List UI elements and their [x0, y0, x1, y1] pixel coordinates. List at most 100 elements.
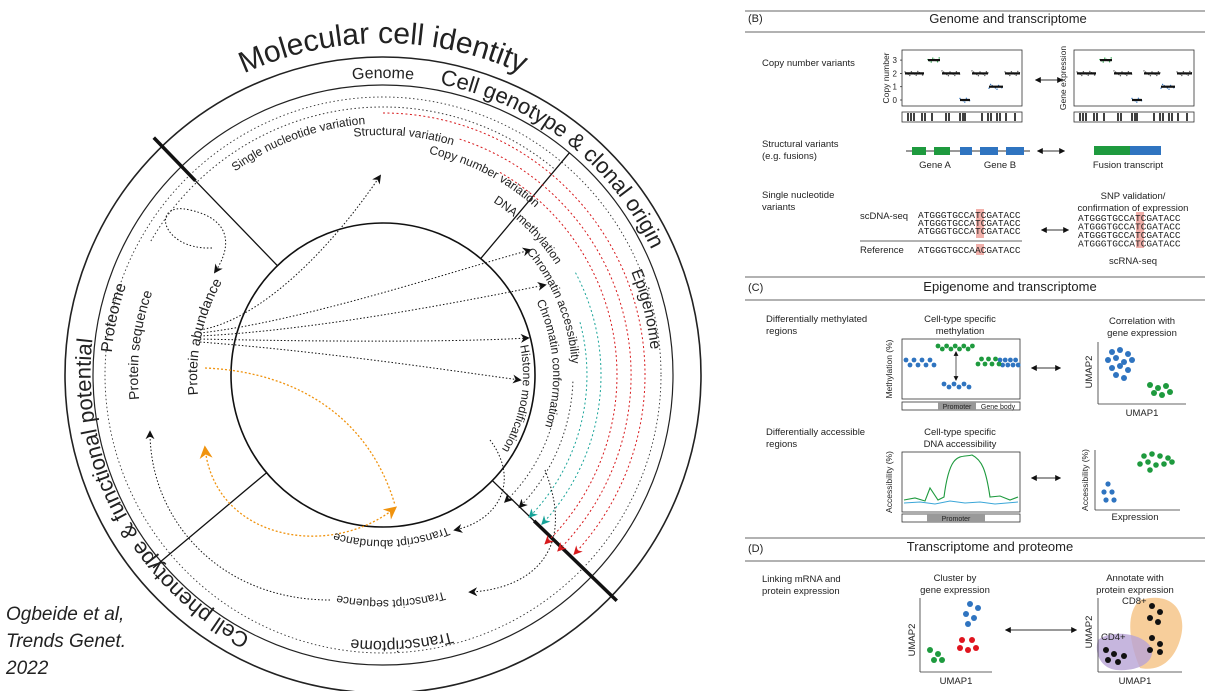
- shape: [960, 147, 972, 155]
- divider: [480, 152, 570, 259]
- dot: [1111, 497, 1117, 503]
- label: ATGGGTGCCATCGATACC: [1078, 239, 1181, 250]
- dot: [1168, 88, 1170, 90]
- dot: [984, 74, 986, 77]
- label: Expression: [1112, 512, 1159, 523]
- arc-label: Histone modification: [499, 344, 534, 456]
- feature-arc: [499, 171, 618, 545]
- label: DNA accessibility: [924, 439, 997, 450]
- dot: [1182, 71, 1185, 73]
- dot: [1008, 357, 1013, 363]
- plot-frame: [901, 451, 1021, 513]
- layer-ring-dotted: [104, 96, 662, 654]
- dot: [915, 362, 921, 368]
- dot: [1105, 481, 1111, 487]
- label: ATGGGTGCCAACGATACC: [918, 245, 1021, 256]
- dot: [1010, 362, 1016, 368]
- outer-ring: [64, 56, 702, 691]
- dot: [1165, 455, 1171, 461]
- dot: [1149, 603, 1155, 609]
- dot: [931, 657, 937, 663]
- feature-arc: [541, 272, 602, 526]
- dot: [986, 356, 991, 362]
- shape: [938, 402, 976, 410]
- citation: Trends Genet.: [6, 631, 126, 652]
- label: protein expression: [1096, 585, 1174, 596]
- label: (B): [748, 13, 763, 25]
- arc-label-text: Histone modification: [499, 344, 534, 456]
- dot: [938, 57, 940, 59]
- dot: [1187, 74, 1189, 77]
- dot: [1113, 70, 1115, 72]
- dot: [961, 381, 967, 387]
- arc-label: Genome: [351, 65, 415, 84]
- label: regions: [766, 439, 797, 450]
- label: gene expression: [1107, 328, 1177, 339]
- plot-frame: [901, 338, 1021, 400]
- dot: [996, 88, 998, 90]
- dot: [944, 343, 949, 349]
- arc-label: Transcript abundance: [331, 524, 452, 551]
- dot: [1149, 75, 1152, 77]
- label: ATGGGTGCCATCGATACC: [1078, 230, 1181, 241]
- label: Gene body: [981, 404, 1016, 411]
- dot: [951, 381, 957, 387]
- label: Promoter: [942, 516, 971, 523]
- arc-label: Protein sequence: [125, 288, 155, 401]
- dot: [907, 362, 913, 368]
- arc-label-text: Copy number variation: [428, 143, 542, 210]
- chromosome-strip: [901, 111, 1023, 123]
- label: regions: [766, 326, 797, 337]
- label: Fusion transcript: [1093, 160, 1164, 171]
- dot: [956, 384, 962, 390]
- dot: [1131, 97, 1133, 100]
- dot: [957, 346, 962, 352]
- dot: [1004, 71, 1006, 73]
- label: Correlation with: [1109, 316, 1175, 327]
- label: Cell-type specific: [924, 427, 996, 438]
- dot: [959, 97, 961, 100]
- dot: [1137, 97, 1140, 100]
- label: UMAP2: [1084, 356, 1095, 389]
- dot: [1111, 651, 1117, 657]
- label: Gene A: [919, 160, 951, 171]
- dot: [932, 57, 934, 59]
- dot: [1141, 453, 1147, 459]
- link-arrow: [199, 341, 522, 384]
- label: SNP validation/: [1101, 191, 1166, 202]
- dot: [1104, 57, 1106, 59]
- dot: [1000, 362, 1005, 368]
- dot: [1089, 70, 1091, 73]
- dot: [1127, 71, 1130, 73]
- dot: [970, 343, 975, 349]
- dot: [979, 356, 984, 362]
- dot: [1147, 467, 1153, 473]
- dot: [963, 611, 969, 617]
- dot: [989, 361, 995, 367]
- shape: [976, 244, 984, 255]
- shape: [976, 209, 984, 238]
- arc-label: Structural variation: [353, 124, 456, 148]
- link-arrow: [468, 469, 556, 597]
- link-arrow: [453, 439, 505, 533]
- label: Epigenome and transcriptome: [923, 279, 1096, 294]
- label: Differentially methylated: [766, 314, 867, 325]
- dot: [948, 346, 954, 352]
- dot: [1101, 489, 1107, 495]
- dot: [1125, 367, 1131, 373]
- dot: [954, 74, 956, 77]
- y-tick-label: 0: [893, 96, 898, 105]
- label: Transcriptome and proteome: [907, 539, 1073, 554]
- arc-label-text: Genome: [351, 65, 415, 84]
- label: Linking mRNA and: [762, 574, 841, 585]
- arc-label-text: Structural variation: [353, 124, 456, 148]
- chromosome-strip: [1073, 111, 1195, 123]
- signal-curve: [903, 500, 1019, 505]
- label: UMAP1: [1119, 676, 1152, 687]
- label: Cluster by: [934, 573, 977, 584]
- dot: [935, 651, 941, 657]
- shape: [1094, 146, 1130, 155]
